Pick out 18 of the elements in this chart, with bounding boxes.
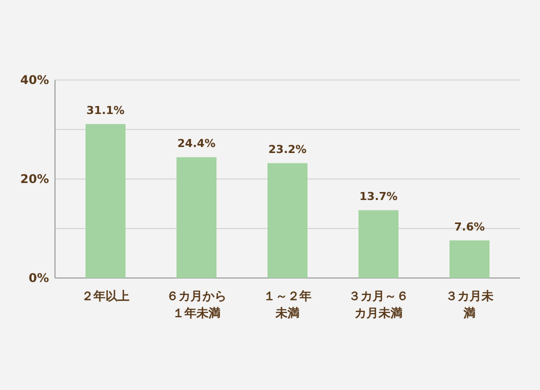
data-label: 24.4% <box>177 137 216 150</box>
y-tick-label: 20% <box>20 172 49 186</box>
bar <box>358 210 398 278</box>
x-tick-label: ３カ月～６カ月未満 <box>348 288 410 322</box>
data-label: 13.7% <box>359 190 398 204</box>
y-tick-label: 40% <box>20 73 49 87</box>
bar <box>176 157 216 278</box>
x-tick-label: ３カ月未満 <box>444 288 494 322</box>
data-label: 7.6% <box>454 220 485 234</box>
bar <box>450 240 490 278</box>
x-tick-label: ２年以上 <box>80 288 130 305</box>
bar <box>86 124 126 278</box>
data-label: 23.2% <box>268 143 307 156</box>
bar <box>268 163 308 278</box>
x-tick-label: ６カ月から１年未満 <box>166 288 228 322</box>
x-tick-label: １～２年未満 <box>262 288 312 322</box>
data-label: 31.1% <box>86 104 125 118</box>
y-tick-label: 0% <box>28 271 49 285</box>
